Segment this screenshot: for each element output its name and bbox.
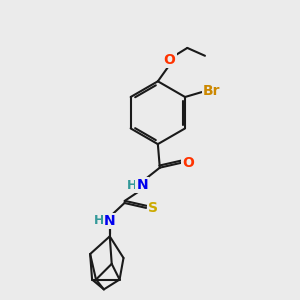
Text: H: H xyxy=(94,214,104,227)
Text: O: O xyxy=(182,156,194,170)
Text: O: O xyxy=(164,53,176,67)
Text: Br: Br xyxy=(203,84,220,98)
Text: H: H xyxy=(127,179,137,192)
Text: N: N xyxy=(136,178,148,192)
Text: N: N xyxy=(104,214,116,228)
Text: S: S xyxy=(148,201,158,215)
